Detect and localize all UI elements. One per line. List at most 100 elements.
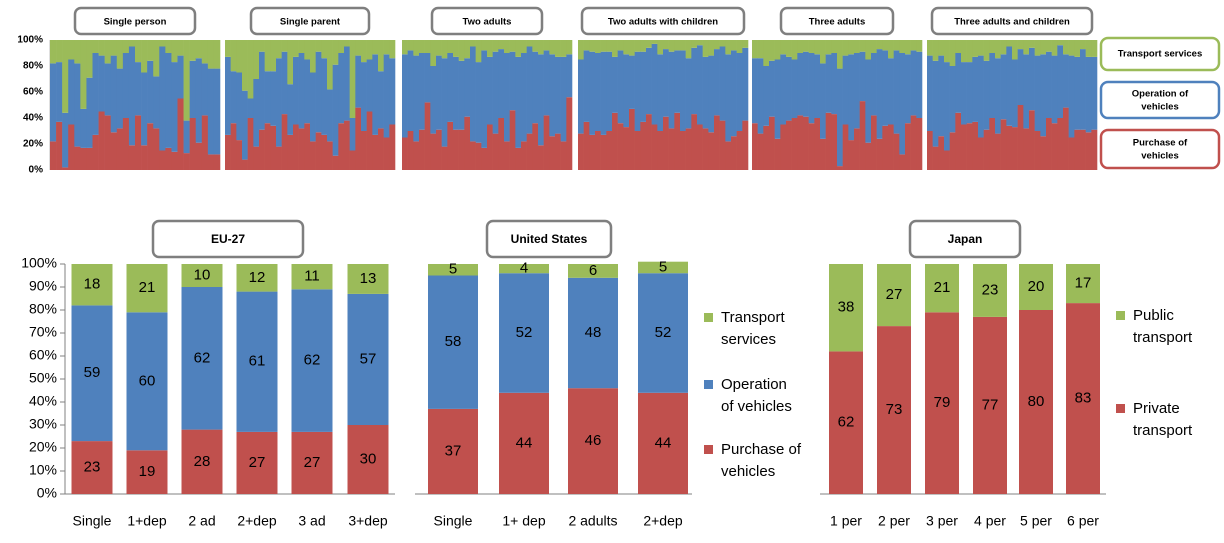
purchase-bar	[543, 115, 550, 170]
operation-bar	[332, 64, 339, 156]
purchase-bar	[646, 114, 652, 170]
purchase-bar	[657, 131, 664, 170]
transport-bar	[916, 40, 923, 52]
transport-bar	[691, 40, 698, 48]
bar-segment	[71, 305, 113, 442]
transport-bar	[62, 40, 69, 113]
purchase-bar	[50, 141, 57, 170]
operation-bar	[1017, 49, 1024, 105]
transport-bar	[1074, 40, 1081, 57]
transport-bar	[774, 40, 781, 60]
transport-bar	[791, 40, 798, 60]
x-tick-label: 2 adults	[568, 513, 617, 529]
operation-bar	[447, 53, 454, 122]
purchase-bar	[549, 136, 556, 170]
purchase-bar	[786, 120, 792, 170]
transport-bar	[657, 40, 664, 55]
data-label: 27	[886, 286, 903, 303]
purchase-bar	[68, 124, 75, 170]
operation-bar	[708, 55, 715, 133]
transport-bar	[876, 40, 883, 50]
purchase-bar	[504, 141, 510, 170]
operation-bar	[714, 49, 720, 116]
purchase-bar	[372, 134, 379, 170]
operation-bar	[487, 56, 493, 125]
operation-bar	[1074, 56, 1081, 130]
data-label: 62	[194, 349, 211, 366]
purchase-bar	[876, 138, 883, 170]
operation-bar	[848, 54, 855, 141]
operation-bar	[441, 58, 448, 147]
operation-bar	[617, 50, 624, 124]
data-label: 37	[445, 442, 462, 459]
purchase-bar	[86, 147, 93, 170]
group-label: Two adults with children	[608, 17, 718, 28]
legend-label: Purchase of	[721, 441, 802, 458]
legend-label: transport	[1133, 422, 1193, 439]
transport-bar	[944, 40, 950, 63]
purchase-bar	[526, 133, 533, 170]
operation-bar	[225, 56, 231, 135]
operation-bar	[865, 59, 872, 143]
purchase-bar	[110, 132, 118, 170]
legend-label: Purchase of	[1133, 138, 1188, 149]
data-label: 61	[249, 353, 266, 370]
operation-bar	[983, 60, 990, 130]
data-label: 57	[360, 350, 377, 367]
transport-bar	[825, 40, 832, 55]
operation-bar	[1085, 56, 1092, 133]
operation-bar	[242, 90, 248, 160]
operation-bar	[808, 53, 815, 124]
operation-bar	[327, 89, 333, 142]
transport-bar	[797, 40, 804, 53]
transport-bar	[509, 40, 516, 52]
purchase-bar	[236, 140, 243, 170]
purchase-bar	[763, 125, 770, 170]
transport-bar	[264, 40, 271, 72]
operation-bar	[876, 49, 883, 139]
operation-bar	[526, 46, 533, 134]
transport-bar	[589, 40, 596, 52]
transport-bar	[116, 40, 124, 69]
bar-segment	[499, 273, 549, 393]
transport-bar	[629, 40, 635, 56]
transport-bar	[349, 40, 356, 118]
purchase-bar	[949, 132, 956, 170]
legend-label: vehicles	[721, 463, 775, 480]
bar-segment	[236, 291, 278, 432]
transport-bar	[808, 40, 815, 53]
transport-bar	[189, 40, 197, 61]
transport-bar	[68, 40, 75, 60]
transport-bar	[685, 40, 692, 59]
purchase-bar	[338, 123, 345, 170]
purchase-bar	[1057, 118, 1064, 170]
y-tick-label: 40%	[23, 113, 43, 124]
operation-bar	[1006, 46, 1013, 126]
purchase-bar	[104, 115, 112, 170]
chart-title-box	[908, 219, 1022, 259]
operation-bar	[1091, 56, 1098, 130]
purchase-bar	[74, 146, 81, 170]
purchase-bar	[242, 159, 248, 170]
purchase-bar	[62, 167, 69, 170]
transport-bar	[972, 40, 979, 57]
y-tick-label: 100%	[17, 35, 43, 46]
transport-bar	[56, 40, 63, 63]
y-tick-label: 10%	[29, 462, 57, 478]
operation-bar	[1034, 55, 1041, 131]
data-label: 4	[520, 260, 528, 277]
operation-bar	[436, 55, 442, 130]
transport-bar	[304, 40, 311, 60]
bar-segment	[1066, 303, 1100, 494]
purchase-bar	[515, 147, 522, 170]
purchase-bar	[293, 124, 299, 170]
operation-bar	[62, 112, 69, 168]
operation-bar	[366, 59, 373, 112]
operation-bar	[253, 79, 260, 147]
transport-bar	[207, 40, 215, 69]
purchase-bar	[355, 107, 362, 170]
bar-segment	[181, 429, 223, 494]
purchase-bar	[617, 123, 624, 170]
transport-bar	[708, 40, 715, 56]
purchase-bar	[825, 112, 832, 170]
